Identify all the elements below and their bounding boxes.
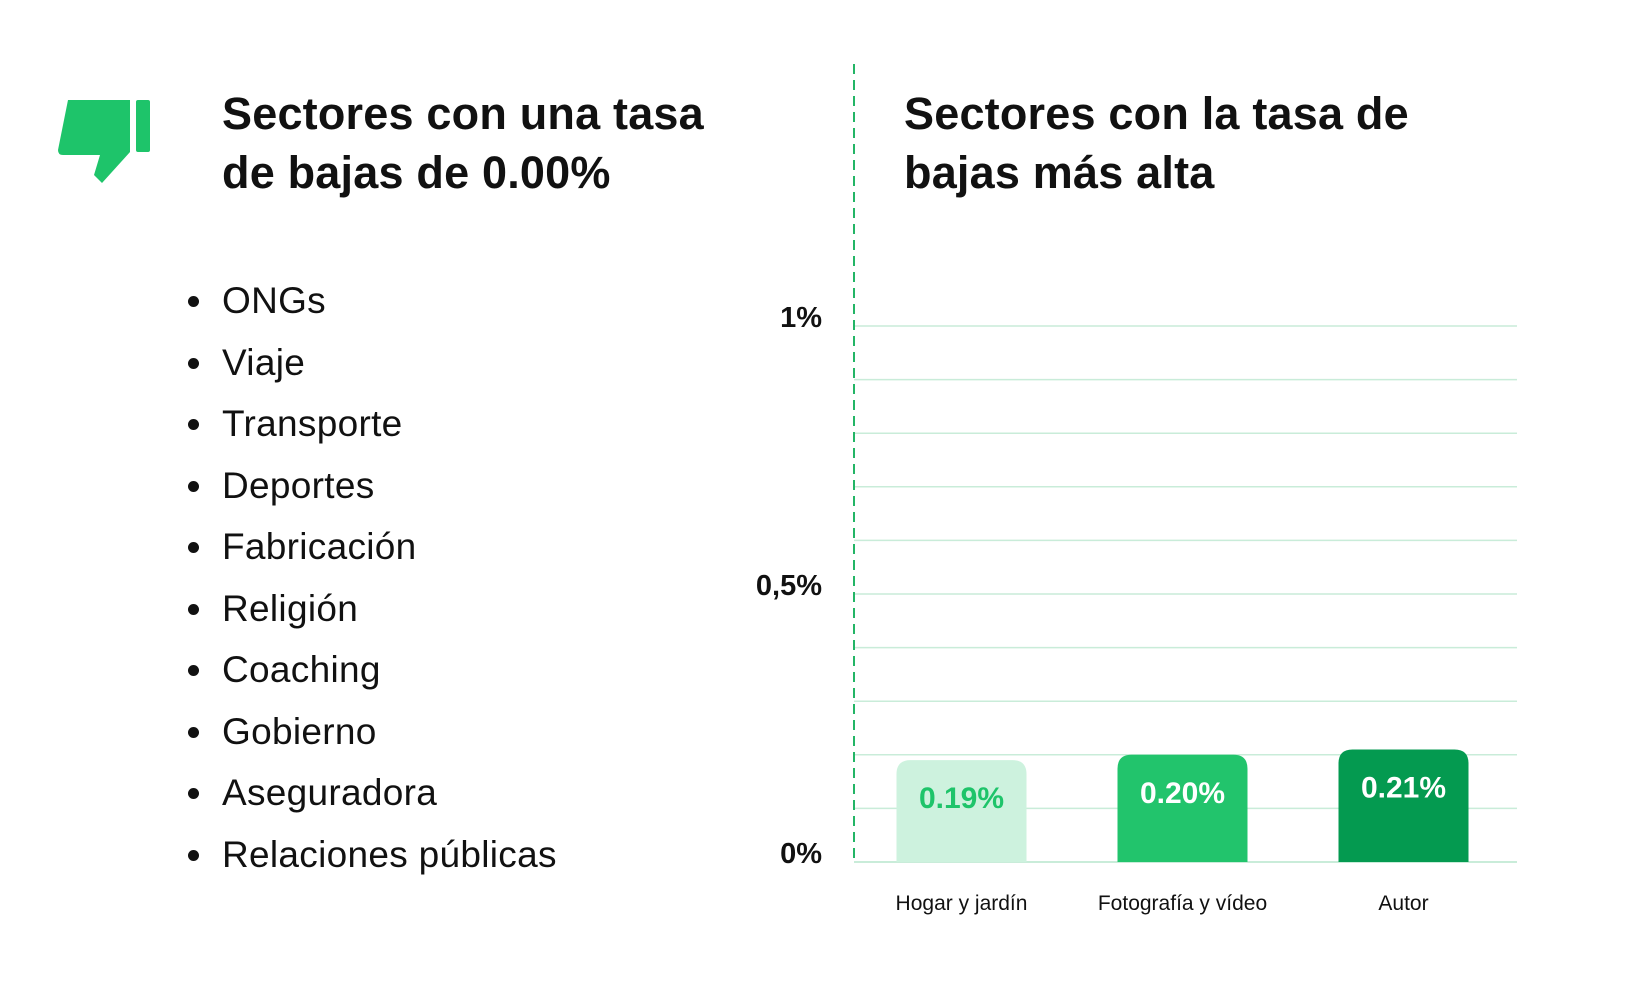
x-category-label: Fotografía y vídeo: [1098, 892, 1267, 915]
bullet-icon: [188, 788, 199, 799]
list-item: Gobierno: [188, 701, 557, 763]
y-tick-label: 1%: [780, 302, 822, 334]
bar-value-label: 0.19%: [919, 782, 1004, 815]
list-item-label: Fabricación: [222, 526, 417, 567]
list-item-label: Gobierno: [222, 710, 377, 752]
right-title-line-2: bajas más alta: [904, 147, 1215, 198]
left-title-line-2: de bajas de 0.00%: [222, 147, 611, 198]
list-item-label: Deportes: [222, 464, 375, 506]
list-item-label: Transporte: [222, 403, 403, 444]
bar: [1117, 754, 1248, 862]
bullet-icon: [188, 665, 199, 676]
bar-value-label: 0.21%: [1361, 771, 1446, 804]
bullet-icon: [188, 357, 199, 369]
bar: [896, 760, 1027, 862]
list-item-label: Religión: [222, 587, 359, 629]
list-item: Deportes: [188, 455, 557, 517]
bullet-icon: [188, 480, 199, 492]
y-tick-label: 0,5%: [756, 570, 822, 602]
y-tick-label: 0%: [780, 838, 822, 870]
list-item: Viaje: [188, 332, 557, 394]
x-category-label: Autor: [1378, 892, 1428, 915]
list-item-label: Relaciones públicas: [222, 833, 557, 875]
right-panel-title: Sectores con la tasa de bajas más alta: [904, 84, 1464, 202]
list-item-label: Coaching: [222, 649, 381, 690]
bullet-icon: [188, 542, 199, 553]
thumbs-down-icon: [58, 100, 150, 183]
list-item-label: Aseguradora: [222, 772, 438, 813]
left-title-line-1: Sectores con una tasa: [222, 88, 704, 139]
bullet-icon: [188, 296, 199, 307]
bullet-icon: [188, 419, 199, 430]
right-title-line-1: Sectores con la tasa de: [904, 88, 1409, 139]
bar: [1338, 749, 1469, 862]
zero-churn-sector-list: ONGs Viaje Transporte Deportes Fabricaci…: [188, 270, 557, 886]
list-item: Religión: [188, 578, 557, 640]
bullet-icon: [188, 726, 199, 738]
bar-value-label: 0.20%: [1140, 777, 1225, 810]
left-panel-title: Sectores con una tasa de bajas de 0.00%: [222, 84, 742, 202]
list-item: Transporte: [188, 393, 557, 455]
list-item: Aseguradora: [188, 762, 557, 824]
list-item: Coaching: [188, 639, 557, 701]
list-item: Fabricación: [188, 516, 557, 578]
bullet-icon: [188, 849, 199, 861]
bullet-icon: [188, 603, 199, 615]
list-item-label: ONGs: [222, 280, 326, 321]
list-item-label: Viaje: [222, 341, 306, 383]
list-item: Relaciones públicas: [188, 824, 557, 886]
x-category-label: Hogar y jardín: [896, 892, 1028, 915]
list-item: ONGs: [188, 270, 557, 332]
